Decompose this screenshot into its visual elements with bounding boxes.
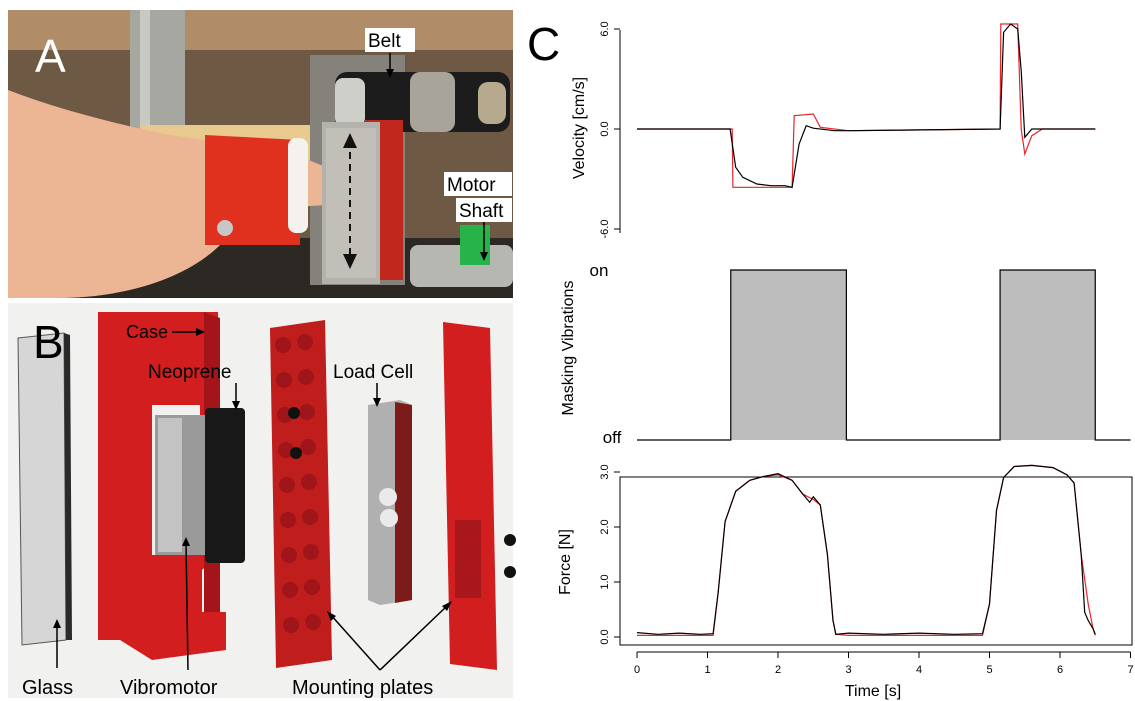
- glass-part: [17, 332, 67, 646]
- panel-b: B Case Neoprene Load Cell Glass Vibromot…: [8, 303, 516, 699]
- time-tick-label: 6: [1057, 664, 1063, 676]
- velocity-axis-label: Velocity [cm/s]: [571, 77, 588, 179]
- panel-a: A Belt Motor Shaft: [8, 10, 513, 298]
- velocity-tick-label: -6.0: [599, 220, 611, 239]
- arrow-up-icon: [343, 133, 357, 148]
- arrow-right-icon: [196, 328, 205, 336]
- finger-holder: [205, 135, 300, 245]
- panel-c: C 6.0 0.0 -6.0 Velocity [cm/s] on off Mask…: [527, 18, 1134, 700]
- time-tick-label: 4: [916, 664, 922, 676]
- time-tick-label: 7: [1127, 664, 1133, 676]
- arrow-icon: [442, 601, 452, 611]
- mounting-plate-2: [443, 322, 497, 670]
- masking-signal-line: [637, 269, 1131, 441]
- velocity-series-1: [637, 23, 1096, 189]
- bolt-icon: [288, 407, 300, 419]
- neoprene-part: [205, 408, 245, 563]
- motor-label: Motor: [447, 175, 496, 196]
- arrow-down-icon: [386, 69, 394, 78]
- time-tick-label: 3: [845, 664, 851, 676]
- belt-label: Belt: [368, 31, 401, 52]
- panel-letter-b: B: [33, 316, 64, 368]
- velocity-tick-label: 0.0: [599, 121, 611, 136]
- force-series-1: [636, 464, 1096, 635]
- time-tick-label: 1: [704, 664, 710, 676]
- glass-label: Glass: [22, 677, 73, 699]
- masking-interval-0: [730, 270, 847, 440]
- force-axis-label: Force [N]: [557, 529, 574, 595]
- force-plot: 0.0 1.0 2.0 3.0 Force [N] 0 1 2 3 4 5 6 7 Time [s]: [557, 464, 1134, 700]
- time-tick-label: 5: [986, 664, 992, 676]
- velocity-plot: 6.0 0.0 -6.0 Velocity [cm/s]: [571, 21, 1096, 239]
- force-series-0: [637, 464, 1096, 637]
- bolt-icon: [290, 447, 302, 459]
- arrow-down-icon: [343, 254, 357, 269]
- neoprene-label: Neoprene: [148, 362, 231, 383]
- masking-on-label: on: [590, 261, 609, 280]
- load-cell-label: Load Cell: [333, 362, 413, 383]
- time-tick-label: 2: [775, 664, 781, 676]
- velocity-tick-label: 6.0: [599, 21, 611, 36]
- bolt-icon: [504, 534, 516, 546]
- masking-off-label: off: [603, 428, 622, 447]
- force-tick-label: 1.0: [599, 574, 611, 589]
- mounting-plates-label: Mounting plates: [292, 677, 433, 699]
- bolt-icon: [504, 566, 516, 578]
- vibromotor-label: Vibromotor: [120, 677, 218, 699]
- velocity-series-0: [637, 23, 1096, 188]
- panel-letter-c: C: [527, 18, 560, 70]
- masking-axis-label: Masking Vibrations: [560, 281, 577, 416]
- arrow-down-icon: [480, 252, 488, 261]
- arrow-down-icon: [232, 401, 240, 410]
- force-tick-label: 3.0: [599, 464, 611, 479]
- force-tick-label: 2.0: [599, 519, 611, 534]
- arrow-up-icon: [182, 537, 190, 546]
- time-tick-label: 0: [634, 664, 640, 676]
- velcro-strap: [288, 138, 308, 233]
- arrow-up-icon: [53, 619, 61, 628]
- time-axis-label: Time [s]: [845, 683, 901, 700]
- arrow-down-icon: [373, 398, 381, 407]
- panel-letter-a: A: [35, 30, 66, 82]
- masking-interval-1: [1000, 270, 1096, 440]
- arrow-icon: [327, 611, 336, 621]
- shaft-label: Shaft: [459, 201, 504, 222]
- case-part: [98, 312, 226, 660]
- force-plot-frame: [619, 476, 1133, 646]
- case-label: Case: [126, 322, 168, 342]
- force-tick-label: 0.0: [599, 629, 611, 644]
- screw-icon: [217, 220, 233, 236]
- hand: [8, 90, 345, 298]
- masking-plot: on off Masking Vibrations: [560, 261, 1131, 447]
